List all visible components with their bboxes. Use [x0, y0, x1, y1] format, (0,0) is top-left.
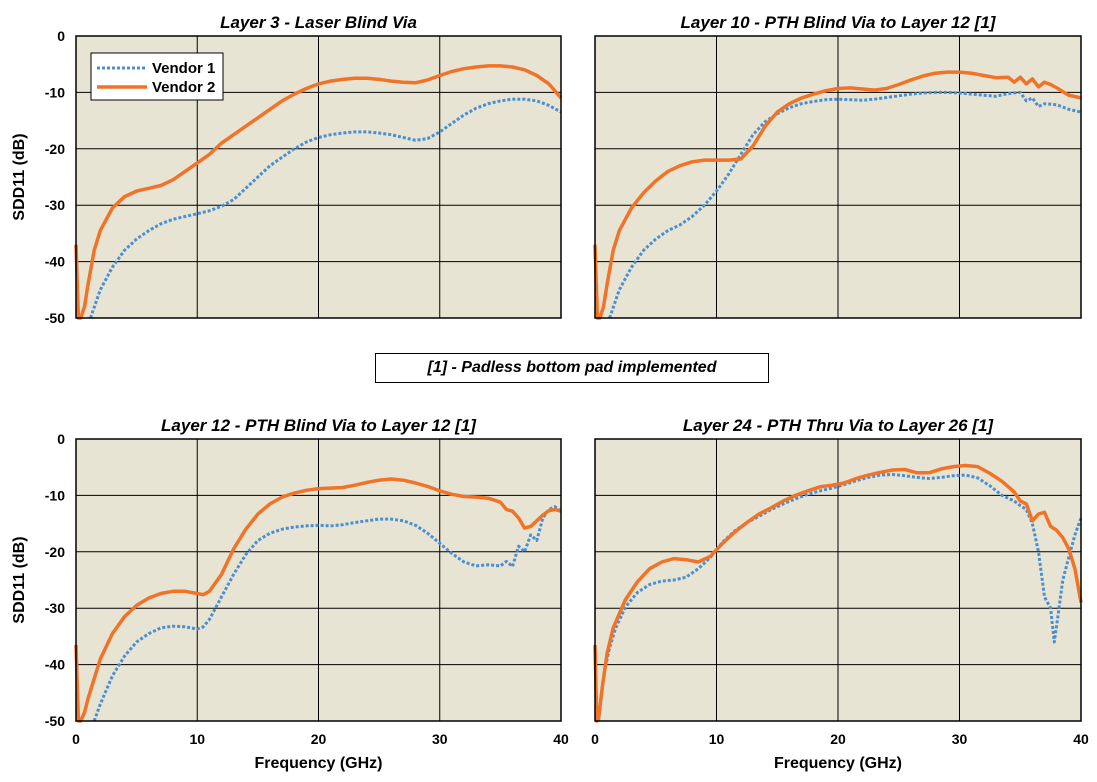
x-tick-label: 10	[709, 731, 725, 747]
legend: Vendor 1 Vendor 2	[90, 52, 224, 101]
y-tick-label: -10	[45, 487, 65, 503]
footnote: [1] - Padless bottom pad implemented	[375, 353, 769, 383]
y-tick-label: 0	[57, 28, 65, 44]
y-tick-label: -50	[45, 310, 65, 326]
y-axis-label: SDD11 (dB)	[11, 133, 28, 220]
series-vendor-1-line	[608, 90, 1082, 319]
y-tick-label: -20	[45, 544, 65, 560]
x-tick-label: 20	[830, 731, 846, 747]
y-tick-label: 0	[57, 431, 65, 447]
legend-label: Vendor 1	[152, 60, 215, 77]
y-tick-label: -40	[45, 254, 65, 270]
chart-title: Layer 24 - PTH Thru Via to Layer 26 [1]	[683, 416, 995, 435]
plot-frame	[594, 438, 1082, 722]
chart-1: Layer 3 - Laser Blind Via 0 -10 -20 -30 -40 -5…	[11, 13, 563, 326]
chart-title: Layer 3 - Laser Blind Via	[220, 13, 417, 32]
y-tick-label: -20	[45, 141, 65, 157]
y-axis-label: SDD11 (dB)	[11, 536, 28, 623]
series-vendor-2-line	[74, 477, 562, 723]
legend-label: Vendor 2	[152, 79, 215, 96]
series-vendor-1-line	[89, 97, 562, 319]
y-tick-label: -30	[45, 197, 65, 213]
chart-3: Layer 12 - PTH Blind Via to Layer 12 [1]…	[11, 416, 569, 772]
y-tick-label: -50	[45, 713, 65, 729]
chart-4: Layer 24 - PTH Thru Via to Layer 26 [1] 0…	[591, 416, 1089, 772]
chart-2: Layer 10 - PTH Blind Via to Layer 12 [1]	[593, 13, 1082, 320]
y-tick-label: -40	[45, 657, 65, 673]
series-vendor-2-line	[74, 64, 563, 320]
x-tick-label: 20	[311, 731, 327, 747]
x-tick-label: 40	[1073, 731, 1089, 747]
x-tick-label: 40	[553, 731, 569, 747]
y-tick-label: -30	[45, 600, 65, 616]
x-axis-label: Frequency (GHz)	[774, 755, 902, 772]
x-axis-label: Frequency (GHz)	[254, 755, 382, 772]
chart-title: Layer 12 - PTH Blind Via to Layer 12 [1]	[161, 416, 477, 435]
x-tick-label: 0	[72, 731, 80, 747]
series-vendor-1-line	[92, 505, 562, 722]
y-tick-label: -10	[45, 84, 65, 100]
chart-title: Layer 10 - PTH Blind Via to Layer 12 [1]	[681, 13, 997, 32]
x-tick-label: 0	[591, 731, 599, 747]
plot-frame	[75, 438, 562, 722]
plot-frame	[594, 35, 1082, 319]
series-vendor-2-line	[593, 463, 1083, 723]
series-vendor-2-line	[593, 70, 1082, 320]
series-vendor-1-line	[597, 473, 1083, 722]
legend-box	[90, 52, 224, 101]
plot-frame	[75, 35, 562, 319]
x-tick-label: 30	[952, 731, 968, 747]
x-tick-label: 30	[432, 731, 448, 747]
x-tick-label: 10	[189, 731, 205, 747]
